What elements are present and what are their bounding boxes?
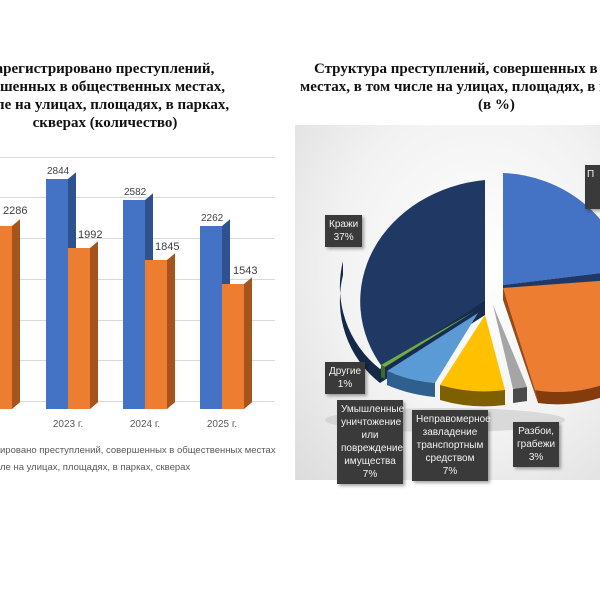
gridline [0,197,275,198]
pie-chart-title: Структура преступлений, совершенных в об… [300,60,600,114]
pie-title-line: Структура преступлений, совершенных в об [314,61,600,77]
x-axis-label: 2025 г. [206,419,238,430]
value-label: 2844 [47,166,70,177]
bar-title-line: скверах (количество) [32,115,178,131]
pie-chart-graphic [325,173,600,432]
value-label: 1845 [155,241,180,253]
value-label: 1992 [78,229,103,241]
bar-2025-orange [222,277,252,409]
pie-label-drugie: Другие 1% [325,362,366,394]
value-label: 2286 [3,205,28,217]
bar-title-line: арегистрировано преступлений, [0,61,215,77]
pie-title-line: (в %) [478,97,515,113]
x-axis-label: 2024 г. [129,419,161,430]
pie-label-nepravomernoe: Неправомерное завладение транспортным ср… [412,410,491,481]
gridline [0,157,275,158]
bar-2025-blue [200,219,230,409]
pie-title-line: местах, в том числе на улицах, площадях,… [300,79,600,95]
legend-item-orange: ле на улицах, площадях, в парках, сквера… [0,462,191,473]
pie-chart: Кражи 37% П Другие 1% Умышленные уничтож… [295,125,600,484]
bar-chart: 2286 2844 1992 2582 1845 2262 1543 2023 … [0,130,285,480]
pie-label-krazhi: Кражи 37% [325,215,363,247]
bar-2024-orange [145,253,175,409]
bar-2023-blue [46,172,76,409]
value-label: 2582 [124,187,147,198]
bar-title-line: исле на улицах, площадях, в парках, [0,97,230,113]
pie-label-cut: П [585,165,600,209]
value-label: 1543 [233,265,258,277]
x-axis-label: 2023 г. [52,419,84,430]
pie-label-razboi: Разбои, грабежи 3% [513,422,560,467]
legend-item-blue: ировано преступлений, совершенных в обще… [0,445,276,456]
bar-chart-title: арегистрировано преступлений, ершенных в… [0,60,270,132]
value-label: 2262 [201,213,224,224]
bar-title-line: ершенных в общественных местах, [0,79,225,95]
bar-2022-orange [0,219,20,409]
bar-2024-blue [123,193,153,409]
pie-label-umyshlennye: Умышленные уничтожение или повреждение и… [337,400,404,484]
bar-2023-orange [68,241,98,409]
